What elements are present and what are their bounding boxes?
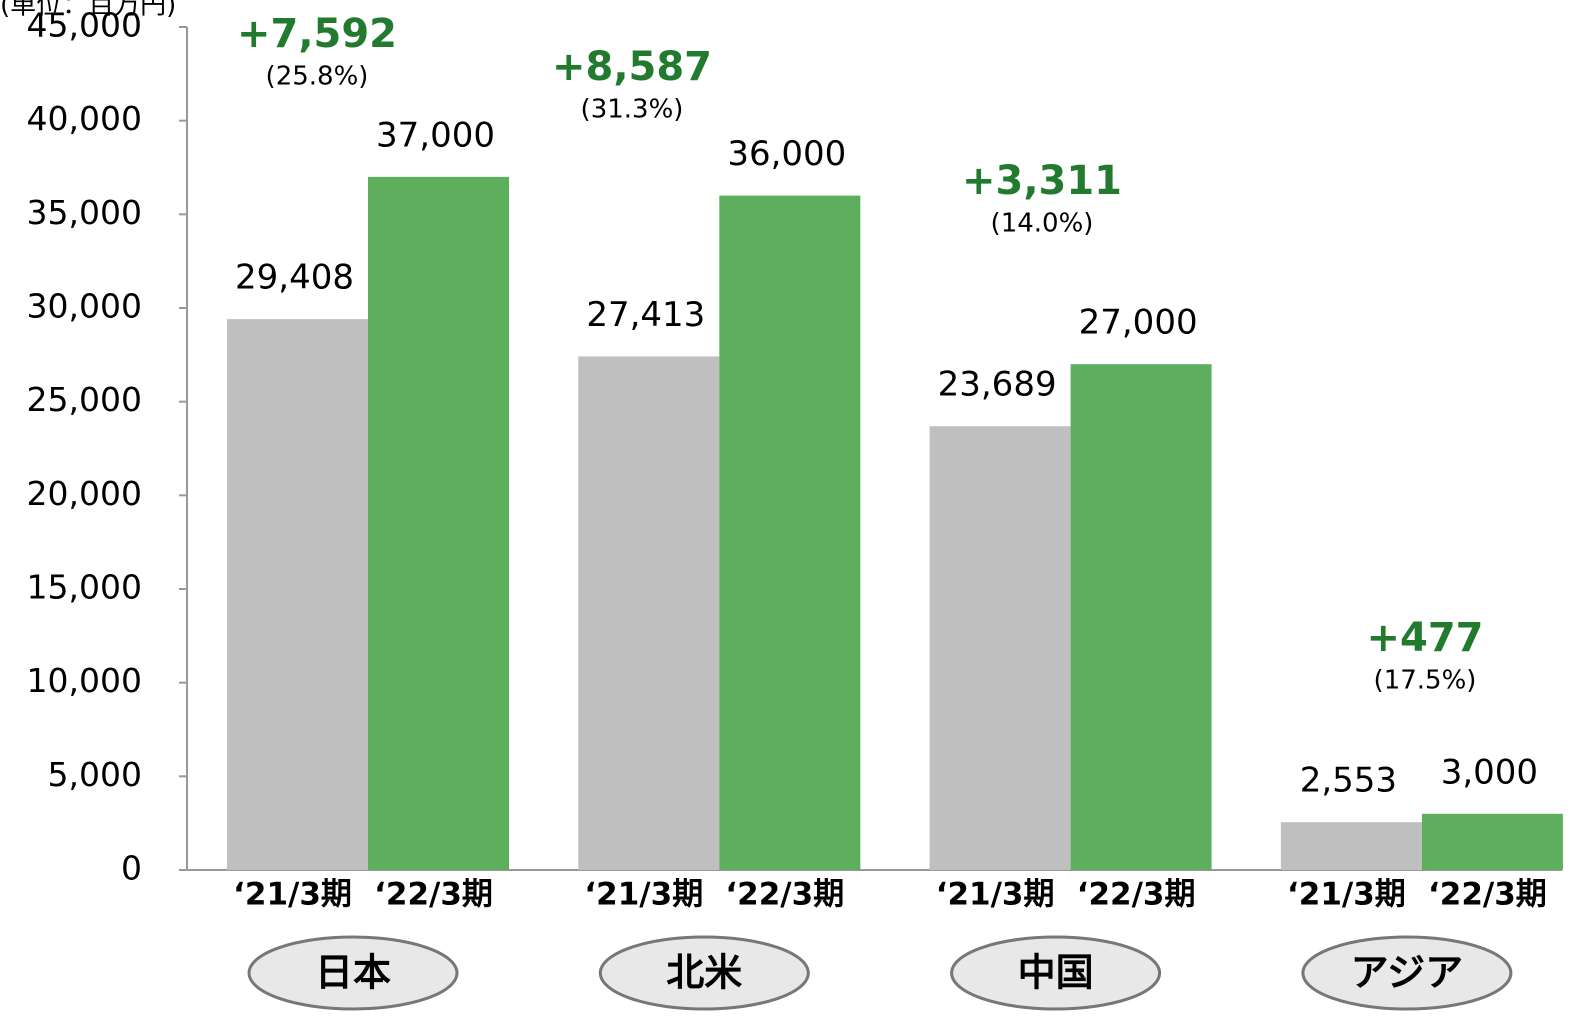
series-label: ‘22/3期 xyxy=(725,877,844,913)
y-tick-label: 25,000 xyxy=(27,380,142,419)
percent-label: (31.3%) xyxy=(581,95,684,125)
y-tick-label: 5,000 xyxy=(48,755,142,794)
value-label: 23,689 xyxy=(938,365,1057,405)
series-label: ‘22/3期 xyxy=(374,877,493,913)
y-tick-label: 15,000 xyxy=(27,568,142,607)
series-label: ‘21/3期 xyxy=(584,877,703,913)
bar xyxy=(719,195,861,871)
difference-label: +8,587 xyxy=(552,44,712,90)
difference-label: +477 xyxy=(1366,615,1483,661)
difference-label: +3,311 xyxy=(962,158,1122,204)
bar xyxy=(1280,822,1422,870)
difference-label: +7,592 xyxy=(237,11,397,57)
bar xyxy=(578,356,720,870)
value-label: 36,000 xyxy=(727,134,846,174)
series-label: ‘21/3期 xyxy=(936,877,1055,913)
bar xyxy=(227,319,368,871)
x-tick-label: 日本 xyxy=(315,951,391,995)
value-label: 27,000 xyxy=(1079,303,1198,343)
category-badge xyxy=(950,935,1162,1011)
y-tick-label: 35,000 xyxy=(27,193,142,232)
y-tick-label: 40,000 xyxy=(27,99,142,138)
y-tick-label: 0 xyxy=(121,849,142,888)
y-tick-label: 30,000 xyxy=(27,287,142,326)
x-tick-label: 中国 xyxy=(1018,951,1094,995)
value-label: 27,413 xyxy=(586,295,705,335)
percent-label: (25.8%) xyxy=(266,62,369,92)
category-badge xyxy=(1301,935,1513,1011)
bar xyxy=(1070,364,1212,870)
value-label: 2,553 xyxy=(1300,761,1397,801)
value-label: 3,000 xyxy=(1441,752,1538,792)
category-badge xyxy=(247,935,459,1011)
bar xyxy=(368,176,509,870)
percent-label: (17.5%) xyxy=(1374,666,1477,696)
value-label: 37,000 xyxy=(376,115,495,155)
bar xyxy=(929,426,1071,870)
y-tick-label: 10,000 xyxy=(27,661,142,700)
series-label: ‘21/3期 xyxy=(233,877,352,913)
bar xyxy=(1421,813,1563,870)
unit-label: (単位：百万円) xyxy=(0,0,176,21)
series-label: ‘22/3期 xyxy=(1428,877,1547,913)
value-label: 29,408 xyxy=(235,258,354,298)
x-tick-label: 北米 xyxy=(666,951,742,995)
series-label: ‘22/3期 xyxy=(1077,877,1196,913)
series-label: ‘21/3期 xyxy=(1287,877,1406,913)
y-tick-label: 20,000 xyxy=(27,474,142,513)
x-tick-label: アジア xyxy=(1351,951,1463,995)
percent-label: (14.0%) xyxy=(991,209,1094,239)
category-badge xyxy=(598,935,810,1011)
y-tick-label: 45,000 xyxy=(27,6,142,45)
